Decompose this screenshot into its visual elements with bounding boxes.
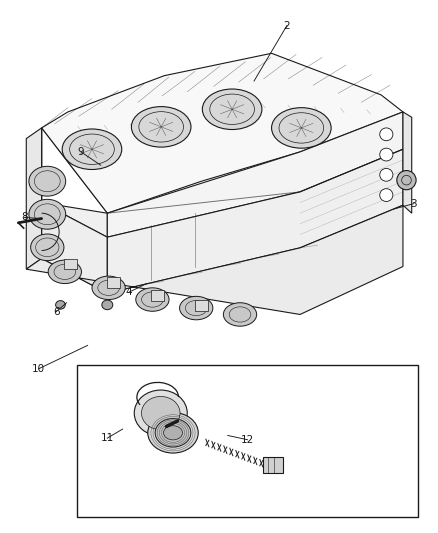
Ellipse shape [380, 168, 393, 181]
Ellipse shape [148, 413, 198, 453]
Bar [151, 290, 164, 301]
Polygon shape [107, 112, 403, 237]
Ellipse shape [56, 301, 65, 309]
Ellipse shape [134, 390, 187, 436]
Text: 9: 9 [78, 147, 85, 157]
Ellipse shape [397, 171, 416, 190]
Polygon shape [403, 112, 412, 213]
Text: 3: 3 [410, 199, 417, 208]
Ellipse shape [92, 276, 125, 300]
Ellipse shape [136, 288, 169, 311]
Ellipse shape [202, 89, 262, 130]
Text: 4: 4 [126, 287, 133, 297]
Ellipse shape [62, 129, 122, 169]
Bar [64, 259, 77, 269]
Ellipse shape [131, 107, 191, 147]
Ellipse shape [29, 166, 66, 196]
Bar [77, 365, 418, 517]
Ellipse shape [380, 189, 393, 201]
Text: 6: 6 [53, 307, 60, 317]
Bar [263, 457, 283, 473]
Ellipse shape [223, 303, 257, 326]
Bar [107, 277, 120, 288]
Ellipse shape [272, 108, 331, 148]
Polygon shape [26, 205, 403, 314]
Polygon shape [107, 149, 403, 293]
Bar [195, 300, 208, 311]
Ellipse shape [48, 260, 81, 284]
Text: 12: 12 [241, 435, 254, 445]
Text: 8: 8 [21, 213, 28, 222]
Ellipse shape [141, 397, 180, 430]
Polygon shape [26, 128, 42, 269]
Ellipse shape [155, 418, 191, 447]
Ellipse shape [380, 128, 393, 141]
Ellipse shape [180, 296, 213, 320]
Ellipse shape [380, 148, 393, 161]
Text: 2: 2 [283, 21, 290, 30]
Ellipse shape [31, 234, 64, 261]
Polygon shape [42, 53, 403, 213]
Text: 10: 10 [32, 364, 45, 374]
Ellipse shape [29, 199, 66, 229]
Ellipse shape [102, 300, 113, 310]
Polygon shape [42, 203, 107, 293]
Ellipse shape [163, 426, 183, 440]
Polygon shape [42, 128, 107, 237]
Text: 11: 11 [101, 433, 114, 443]
